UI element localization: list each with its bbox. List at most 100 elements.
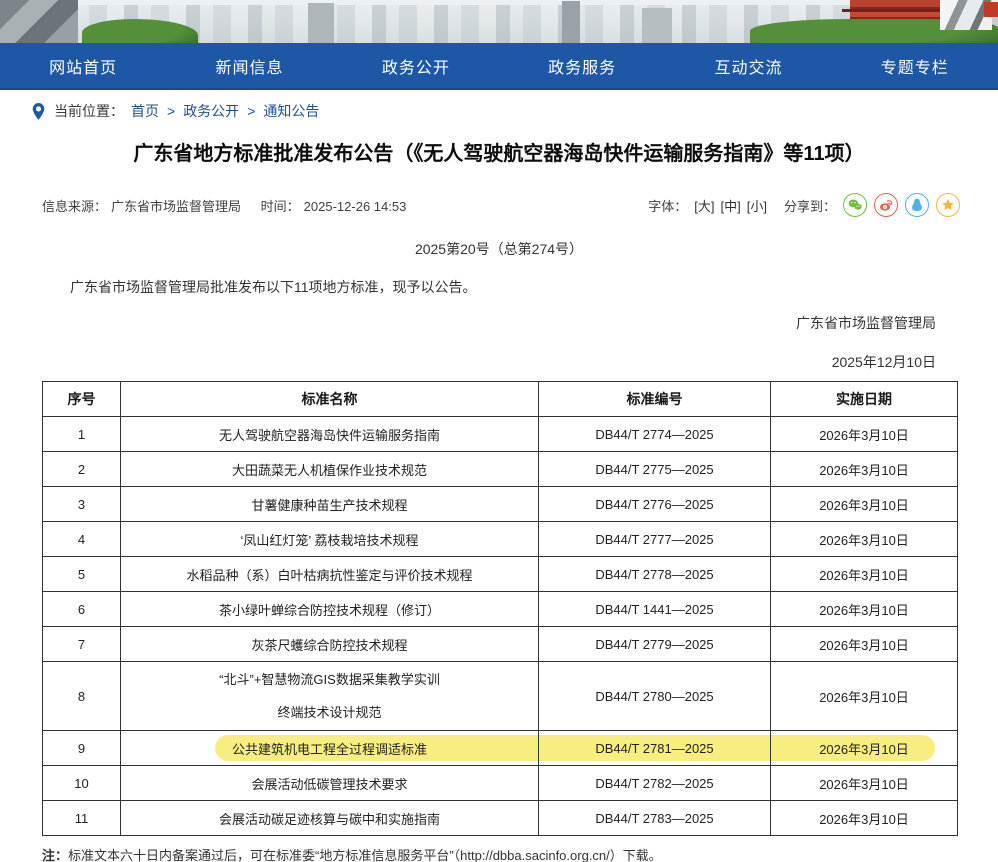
cell-r8c2: “北斗”+智慧物流GIS数据采集教学实训 终端技术设计规范 xyxy=(120,661,539,732)
cell-r11c4: 2026年3月10日 xyxy=(770,800,958,837)
cell-r8c3: DB44/T 2780—2025 xyxy=(538,661,771,732)
doc-number: 2025第20号（总第274号） xyxy=(414,241,584,257)
time-label: 时间： xyxy=(260,198,300,214)
cell-r5c1: 5 xyxy=(42,556,121,593)
table-row-2: 2 大田蔬菜无人机植保作业技术规范 DB44/T 2775—2025 2026年3月1… xyxy=(42,451,958,488)
col-header-3: 标准编号 xyxy=(538,381,771,418)
col-header-4: 实施日期 xyxy=(770,381,958,418)
cell-r3c1: 3 xyxy=(42,486,121,523)
time-value: 2025-12-26 14:53 xyxy=(303,198,407,214)
table-row-11: 11 会展活动碳足迹核算与碳中和实施指南 DB44/T 2783—2025 2026年… xyxy=(42,800,958,837)
cell-r3c2: 甘薯健康种苗生产技术规程 xyxy=(120,486,539,523)
cell-r11c3: DB44/T 2783—2025 xyxy=(538,800,771,837)
signature-date: 2025年12月10日 xyxy=(831,354,936,371)
nav-item-4[interactable]: 政务服务 xyxy=(548,59,617,77)
footnote: 注：标准文本六十日内备案通过后，可在标准委“地方标准信息服务平台”（http:/… xyxy=(42,845,956,862)
breadcrumb-link-1[interactable]: 首页 xyxy=(131,103,159,119)
cell-r2c4: 2026年3月10日 xyxy=(770,451,958,488)
sculpture-graphic xyxy=(0,0,78,43)
wechat-share-icon[interactable] xyxy=(843,193,867,217)
col-header-2: 标准名称 xyxy=(120,381,539,418)
nav-item-5[interactable]: 互动交流 xyxy=(714,59,783,77)
qzone-share-icon[interactable] xyxy=(936,193,960,217)
cell-r2c3: DB44/T 2775—2025 xyxy=(538,451,771,488)
cell-r7c2: 灰茶尺蠖综合防控技术规程 xyxy=(120,626,539,663)
trees-graphic xyxy=(82,19,198,43)
qq-share-icon[interactable] xyxy=(905,193,929,217)
standards-table-wrap: 序号 标准名称 标准编号 实施日期 1 无人驾驶航空器海岛快件运输服务指南 DB44/T … xyxy=(42,381,958,837)
page-title: 广东省地方标准批准发布公告（《无人驾驶航空器海岛快件运输服务指南》等11项） xyxy=(133,143,865,165)
cell-r11c2: 会展活动碳足迹核算与碳中和实施指南 xyxy=(120,800,539,837)
cell-r7c1: 7 xyxy=(42,626,121,663)
cell-r4c2: ‘凤山红灯笼’ 荔枝栽培技术规程 xyxy=(120,521,539,558)
nav-item-1[interactable]: 网站首页 xyxy=(49,59,118,77)
cell-r2c1: 2 xyxy=(42,451,121,488)
breadcrumb-link-3[interactable]: 通知公告 xyxy=(263,103,320,119)
cell-r8c4: 2026年3月10日 xyxy=(770,661,958,732)
nav-item-3[interactable]: 政务公开 xyxy=(381,59,450,77)
cell-r7c4: 2026年3月10日 xyxy=(770,626,958,663)
source-label: 信息来源： xyxy=(42,198,108,214)
cell-r10c4: 2026年3月10日 xyxy=(770,765,958,802)
announcement-body: 广东省市场监督管理局批准发布以下11项地方标准，现予以公告。 xyxy=(70,279,477,295)
cell-r1c2: 无人驾驶航空器海岛快件运输服务指南 xyxy=(120,416,539,453)
source-value: 广东省市场监督管理局 xyxy=(111,198,242,214)
cell-r6c1: 6 xyxy=(42,591,121,628)
cell-r9c4: 2026年3月10日 xyxy=(770,730,958,767)
table-row-6: 6 茶小绿叶蝉综合防控技术规程（修订） DB44/T 1441—2025 2026年3… xyxy=(42,591,958,628)
article-source-time: 信息来源： 广东省市场监督管理局 时间： 2025-12-26 14:53 xyxy=(42,196,410,215)
cell-r6c3: DB44/T 1441—2025 xyxy=(538,591,771,628)
cell-r1c4: 2026年3月10日 xyxy=(770,416,958,453)
banner-red-accent xyxy=(984,2,998,17)
cell-r8c1: 8 xyxy=(42,661,121,732)
footnote-label: 注： xyxy=(42,848,69,862)
cell-r1c3: DB44/T 2774—2025 xyxy=(538,416,771,453)
breadcrumb-link-2[interactable]: 政务公开 xyxy=(183,103,240,119)
sculpture-graphic xyxy=(940,0,992,30)
breadcrumb-links: 首页 > 政务公开 > 通知公告 xyxy=(131,101,319,121)
footnote-text: 标准文本六十日内备案通过后，可在标准委“地方标准信息服务平台”（http://d… xyxy=(68,848,662,862)
table-row-7: 7 灰茶尺蠖综合防控技术规程 DB44/T 2779—2025 2026年3月10日 xyxy=(42,626,958,663)
cell-r5c2: 水稻品种（系）白叶枯病抗性鉴定与评价技术规程 xyxy=(120,556,539,593)
cell-r4c1: 4 xyxy=(42,521,121,558)
breadcrumb-label: 当前位置： xyxy=(54,103,124,119)
table-row-8: 8 “北斗”+智慧物流GIS数据采集教学实训 终端技术设计规范 DB44/T 278… xyxy=(42,661,958,732)
breadcrumb-separator: > xyxy=(167,103,176,119)
font-share-toolbar: 字体： [大] [中] [小] 分享到： xyxy=(648,193,960,217)
font-label: 字体： xyxy=(648,198,688,214)
cell-r10c3: DB44/T 2782—2025 xyxy=(538,765,771,802)
standards-table: 序号 标准名称 标准编号 实施日期 1 无人驾驶航空器海岛快件运输服务指南 DB44/T … xyxy=(42,381,958,837)
table-row-10: 10 会展活动低碳管理技术要求 DB44/T 2782—2025 2026年3月10日 xyxy=(42,765,958,802)
cell-r4c3: DB44/T 2777—2025 xyxy=(538,521,771,558)
banner-image xyxy=(0,0,998,43)
cell-r4c4: 2026年3月10日 xyxy=(770,521,958,558)
main-nav: 网站首页 新闻信息 政务公开 政务服务 互动交流 专题专栏 xyxy=(0,43,998,90)
share-label: 分享到： xyxy=(783,198,836,214)
font-size-button-1[interactable]: [大] xyxy=(694,198,715,214)
cell-r1c1: 1 xyxy=(42,416,121,453)
article-meta: 信息来源： 广东省市场监督管理局 时间： 2025-12-26 14:53 字体： … xyxy=(0,193,998,217)
building-graphic xyxy=(642,8,672,43)
nav-item-2[interactable]: 新闻信息 xyxy=(215,59,284,77)
nav-item-6[interactable]: 专题专栏 xyxy=(880,59,949,77)
weibo-share-icon[interactable] xyxy=(874,193,898,217)
font-size-button-2[interactable]: [中] xyxy=(720,198,741,214)
breadcrumb-separator: > xyxy=(247,103,256,119)
table-row-5: 5 水稻品种（系）白叶枯病抗性鉴定与评价技术规程 DB44/T 2778—2025 2… xyxy=(42,556,958,593)
cell-r9c2: 公共建筑机电工程全过程调适标准 xyxy=(120,730,539,767)
cell-r5c3: DB44/T 2778—2025 xyxy=(538,556,771,593)
table-body: 1 无人驾驶航空器海岛快件运输服务指南 DB44/T 2774—2025 2026年3… xyxy=(42,416,958,837)
table-row-1: 1 无人驾驶航空器海岛快件运输服务指南 DB44/T 2774—2025 2026年3… xyxy=(42,416,958,453)
table-row-4: 4 ‘凤山红灯笼’ 荔枝栽培技术规程 DB44/T 2777—2025 2026年3月… xyxy=(42,521,958,558)
cell-r3c4: 2026年3月10日 xyxy=(770,486,958,523)
font-size-controls: [大] [中] [小] xyxy=(694,196,767,215)
cell-r6c2: 茶小绿叶蝉综合防控技术规程（修订） xyxy=(120,591,539,628)
table-row-3: 3 甘薯健康种苗生产技术规程 DB44/T 2776—2025 2026年3月10日 xyxy=(42,486,958,523)
table-header-row: 序号 标准名称 标准编号 实施日期 xyxy=(42,381,958,418)
font-size-button-3[interactable]: [小] xyxy=(746,198,767,214)
cell-r10c2: 会展活动低碳管理技术要求 xyxy=(120,765,539,802)
cell-r11c1: 11 xyxy=(42,800,121,837)
table-row-9: 9 公共建筑机电工程全过程调适标准 DB44/T 2781—2025 2026年3月1… xyxy=(42,730,958,767)
cell-r5c4: 2026年3月10日 xyxy=(770,556,958,593)
cell-r9c1: 9 xyxy=(42,730,121,767)
